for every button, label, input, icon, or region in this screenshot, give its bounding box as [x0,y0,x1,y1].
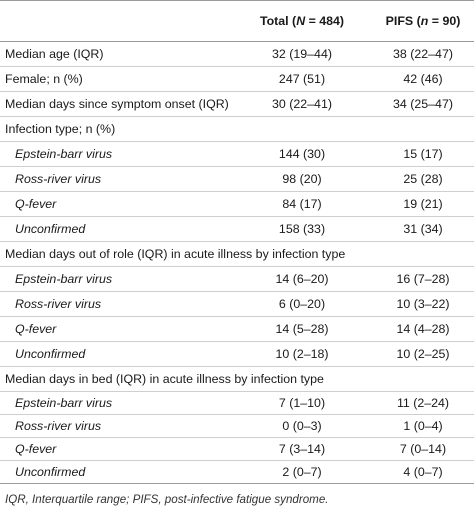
section-label: Infection type; n (%) [5,122,116,136]
cell-total: 30 (22–41) [272,97,332,111]
row-label: Epstein-barr virus [15,272,113,286]
header-total: Total (N = 484) [232,1,372,42]
cell-total: 247 (51) [278,72,326,86]
cell-pifs: 34 (25–47) [393,97,453,111]
cell-pifs: 7 (0–14) [399,442,447,456]
header-pifs-suffix: = 90) [428,14,461,28]
table-footnote: IQR, Interquartile range; PIFS, post-inf… [5,493,329,506]
row-label: Unconfirmed [15,347,86,361]
table-row: Unconfirmed 10 (2–18) 10 (2–25) [0,342,474,367]
table-row: Ross-river virus 98 (20) 25 (28) [0,167,474,192]
row-label: Epstein-barr virus [15,147,113,161]
row-label: Ross-river virus [15,172,102,186]
section-row: Median days in bed (IQR) in acute illnes… [0,367,474,392]
cell-total: 14 (5–28) [275,322,329,336]
data-table: Total (N = 484) PIFS (n = 90) Median age… [0,0,474,484]
row-label: Epstein-barr virus [15,396,113,410]
row-label: Q-fever [15,322,57,336]
cell-total: 158 (33) [278,222,326,236]
cell-total: 144 (30) [278,147,326,161]
row-label: Unconfirmed [15,222,86,236]
table-row: Q-fever 7 (3–14) 7 (0–14) [0,438,474,461]
table-row: Median days since symptom onset (IQR) 30… [0,92,474,117]
cell-total: 7 (1–10) [278,396,326,410]
cell-total [232,117,372,142]
header-total-var: N [296,14,306,28]
section-label: Median days out of role (IQR) in acute i… [5,247,346,261]
table-row: Q-fever 14 (5–28) 14 (4–28) [0,317,474,342]
section-row: Infection type; n (%) [0,117,474,142]
table-header-row: Total (N = 484) PIFS (n = 90) [0,0,474,42]
row-label: Q-fever [15,442,57,456]
cell-pifs: 25 (28) [403,172,443,186]
row-label: Median age (IQR) [5,47,104,61]
section-label: Median days in bed (IQR) in acute illnes… [5,372,324,386]
row-label: Ross-river virus [15,297,102,311]
table-row: Epstein-barr virus 14 (6–20) 16 (7–28) [0,267,474,292]
row-label: Female; n (%) [5,72,83,86]
header-total-suffix: = 484) [305,14,345,28]
cell-pifs: 11 (2–24) [396,396,450,410]
table-row: Unconfirmed 2 (0–7) 4 (0–7) [0,461,474,484]
cell-total: 84 (17) [282,197,322,211]
row-label: Unconfirmed [15,465,86,479]
row-label: Median days since symptom onset (IQR) [5,97,229,111]
table-row: Median age (IQR) 32 (19–44) 38 (22–47) [0,42,474,67]
table-row: Epstein-barr virus 7 (1–10) 11 (2–24) [0,392,474,415]
header-variable [0,1,232,42]
cell-total: 0 (0–3) [282,419,322,433]
header-total-prefix: Total ( [259,14,297,28]
cell-pifs: 15 (17) [403,147,443,161]
section-row: Median days out of role (IQR) in acute i… [0,242,474,267]
table-row: Ross-river virus 6 (0–20) 10 (3–22) [0,292,474,317]
cell-total: 6 (0–20) [278,297,326,311]
cell-pifs: 19 (21) [403,197,443,211]
table-row: Unconfirmed 158 (33) 31 (34) [0,217,474,242]
table-row: Ross-river virus 0 (0–3) 1 (0–4) [0,415,474,438]
cell-total: 98 (20) [282,172,322,186]
cell-pifs: 14 (4–28) [396,322,450,336]
cell-pifs: 4 (0–7) [403,465,443,479]
cell-pifs [372,117,474,142]
table-row: Female; n (%) 247 (51) 42 (46) [0,67,474,92]
cell-total: 10 (2–18) [275,347,329,361]
cell-pifs: 1 (0–4) [403,419,443,433]
header-pifs-prefix: PIFS ( [385,14,421,28]
cell-total: 32 (19–44) [272,47,332,61]
cell-pifs: 31 (34) [403,222,443,236]
row-label: Ross-river virus [15,419,102,433]
table-row: Q-fever 84 (17) 19 (21) [0,192,474,217]
header-pifs-var: n [420,14,429,28]
header-pifs: PIFS (n = 90) [372,1,474,42]
cell-total: 14 (6–20) [275,272,329,286]
cell-pifs: 10 (3–22) [396,297,450,311]
cell-pifs: 38 (22–47) [393,47,453,61]
cell-pifs: 16 (7–28) [396,272,450,286]
cell-pifs: 10 (2–25) [396,347,450,361]
cell-pifs: 42 (46) [403,72,443,86]
table-row: Epstein-barr virus 144 (30) 15 (17) [0,142,474,167]
cell-total: 7 (3–14) [278,442,326,456]
cell-total: 2 (0–7) [282,465,322,479]
row-label: Q-fever [15,197,57,211]
